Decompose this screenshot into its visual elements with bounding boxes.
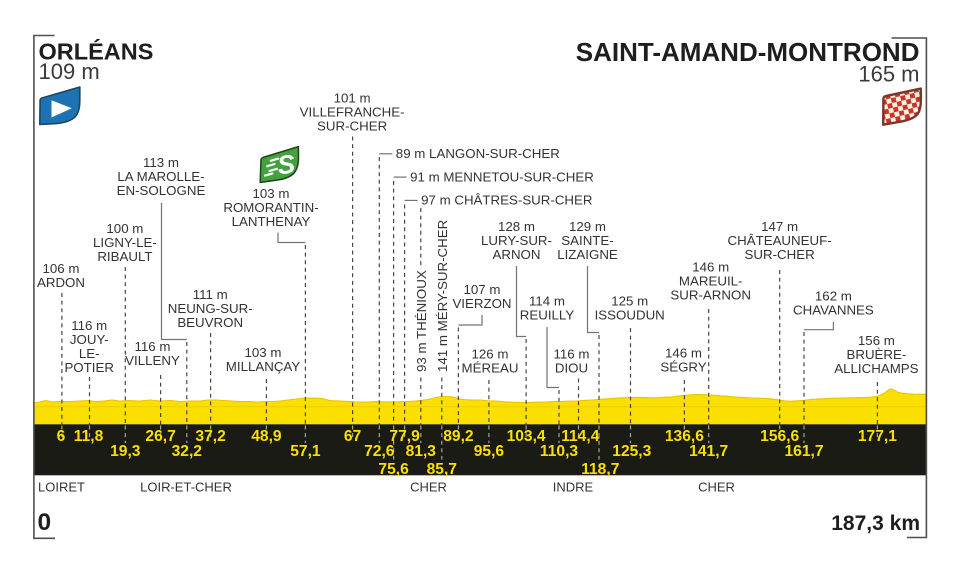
svg-text:125,3: 125,3	[612, 443, 651, 460]
svg-text:81,3: 81,3	[406, 443, 437, 460]
svg-text:ISSOUDUN: ISSOUDUN	[595, 307, 665, 322]
svg-text:LURY-SUR-: LURY-SUR-	[481, 233, 552, 248]
svg-text:11,8: 11,8	[74, 428, 104, 445]
svg-text:POTIER: POTIER	[64, 360, 114, 375]
svg-text:109 m: 109 m	[39, 59, 100, 84]
svg-text:89 m LANGON-SUR-CHER: 89 m LANGON-SUR-CHER	[396, 146, 560, 161]
svg-text:LANTHENAY: LANTHENAY	[232, 214, 311, 229]
svg-text:LOIR-ET-CHER: LOIR-ET-CHER	[140, 480, 232, 495]
svg-text:SUR-CHER: SUR-CHER	[317, 118, 387, 133]
svg-text:103 m: 103 m	[253, 186, 290, 201]
svg-text:162 m: 162 m	[815, 288, 852, 303]
svg-text:146 m: 146 m	[692, 259, 729, 274]
svg-text:MILLANÇAY: MILLANÇAY	[226, 359, 301, 374]
svg-text:116 m: 116 m	[135, 339, 171, 354]
svg-text:SAINTE-: SAINTE-	[561, 233, 613, 248]
svg-text:129 m: 129 m	[569, 219, 606, 234]
svg-text:ORLÉANS: ORLÉANS	[39, 38, 154, 65]
svg-text:97 m CHÂTRES-SUR-CHER: 97 m CHÂTRES-SUR-CHER	[421, 193, 592, 208]
svg-text:126 m: 126 m	[472, 346, 509, 361]
svg-text:93 m THÉNIOUX: 93 m THÉNIOUX	[414, 270, 429, 372]
svg-text:75,6: 75,6	[378, 461, 409, 478]
svg-text:67: 67	[344, 428, 361, 445]
svg-text:ALLICHAMPS: ALLICHAMPS	[834, 361, 918, 376]
svg-text:147 m: 147 m	[761, 219, 798, 234]
svg-text:S: S	[276, 148, 298, 180]
svg-text:110,3: 110,3	[540, 443, 578, 460]
svg-text:LE-: LE-	[79, 346, 100, 361]
svg-text:128 m: 128 m	[498, 219, 535, 234]
svg-text:100 m: 100 m	[106, 221, 143, 236]
svg-text:MAREUIL-: MAREUIL-	[679, 273, 743, 288]
svg-text:ROMORANTIN-: ROMORANTIN-	[223, 200, 318, 215]
svg-text:LA MAROLLE-: LA MAROLLE-	[117, 169, 204, 184]
svg-text:EN-SOLOGNE: EN-SOLOGNE	[117, 183, 206, 198]
svg-text:103,4: 103,4	[507, 428, 546, 445]
svg-text:156 m: 156 m	[858, 333, 895, 348]
svg-text:72,6: 72,6	[364, 443, 395, 460]
svg-text:VIERZON: VIERZON	[452, 296, 511, 311]
svg-text:114,4: 114,4	[561, 428, 599, 445]
svg-text:ARDON: ARDON	[37, 275, 85, 290]
svg-text:CHÂTEAUNEUF-: CHÂTEAUNEUF-	[728, 233, 832, 248]
svg-text:CHAVANNES: CHAVANNES	[793, 302, 874, 317]
svg-text:26,7: 26,7	[145, 428, 175, 445]
svg-text:SÉGRY: SÉGRY	[660, 359, 706, 374]
svg-text:125 m: 125 m	[611, 293, 648, 308]
svg-text:111 m: 111 m	[193, 287, 228, 302]
svg-text:SUR-ARNON: SUR-ARNON	[670, 287, 751, 302]
svg-text:CHER: CHER	[698, 480, 735, 495]
svg-text:141 m MÉRY-SUR-CHER: 141 m MÉRY-SUR-CHER	[435, 220, 450, 372]
svg-text:VILLENY: VILLENY	[125, 353, 180, 368]
svg-text:LOIRET: LOIRET	[38, 480, 85, 495]
svg-text:107 m: 107 m	[464, 282, 501, 297]
svg-text:BEUVRON: BEUVRON	[177, 315, 243, 330]
svg-text:LIZAIGNE: LIZAIGNE	[557, 247, 618, 262]
svg-text:6: 6	[57, 428, 66, 445]
svg-text:CHER: CHER	[410, 480, 447, 495]
svg-text:85,7: 85,7	[427, 461, 457, 478]
svg-text:INDRE: INDRE	[553, 480, 594, 495]
svg-text:95,6: 95,6	[474, 443, 505, 460]
svg-text:118,7: 118,7	[581, 461, 619, 478]
svg-text:LIGNY-LE-: LIGNY-LE-	[93, 235, 157, 250]
svg-text:91 m MENNETOU-SUR-CHER: 91 m MENNETOU-SUR-CHER	[410, 169, 594, 184]
svg-text:DIOU: DIOU	[555, 360, 588, 375]
svg-text:101 m: 101 m	[334, 90, 371, 105]
svg-text:187,3 km: 187,3 km	[831, 512, 920, 535]
svg-text:77,9: 77,9	[389, 428, 420, 445]
svg-text:MÉREAU: MÉREAU	[462, 360, 519, 375]
svg-text:0: 0	[38, 509, 52, 536]
svg-text:146 m: 146 m	[665, 345, 702, 360]
svg-text:37,2: 37,2	[195, 428, 226, 445]
svg-text:114 m: 114 m	[529, 293, 565, 308]
svg-text:113 m: 113 m	[143, 155, 179, 170]
svg-text:89,2: 89,2	[443, 428, 474, 445]
svg-text:116 m: 116 m	[554, 346, 590, 361]
svg-text:VILLEFRANCHE-: VILLEFRANCHE-	[300, 104, 405, 119]
svg-text:BRUÈRE-: BRUÈRE-	[846, 347, 906, 362]
svg-text:JOUY-: JOUY-	[70, 332, 109, 347]
svg-text:161,7: 161,7	[784, 443, 823, 460]
svg-text:106 m: 106 m	[43, 261, 80, 276]
svg-text:103 m: 103 m	[245, 345, 282, 360]
svg-text:141,7: 141,7	[689, 443, 728, 460]
svg-text:156,6: 156,6	[760, 428, 799, 445]
svg-text:48,9: 48,9	[251, 428, 282, 445]
svg-text:165 m: 165 m	[858, 62, 919, 87]
svg-text:SAINT-AMAND-MONTROND: SAINT-AMAND-MONTROND	[576, 37, 920, 67]
svg-text:NEUNG-SUR-: NEUNG-SUR-	[168, 301, 253, 316]
svg-text:19,3: 19,3	[110, 443, 141, 460]
svg-text:116 m: 116 m	[71, 318, 107, 333]
svg-text:REUILLY: REUILLY	[520, 307, 575, 322]
svg-text:57,1: 57,1	[290, 443, 321, 460]
svg-text:RIBAULT: RIBAULT	[97, 249, 152, 264]
svg-text:177,1: 177,1	[858, 428, 897, 445]
svg-text:ARNON: ARNON	[492, 247, 540, 262]
svg-text:SUR-CHER: SUR-CHER	[745, 247, 815, 262]
svg-text:32,2: 32,2	[172, 443, 203, 460]
svg-text:136,6: 136,6	[665, 428, 704, 445]
